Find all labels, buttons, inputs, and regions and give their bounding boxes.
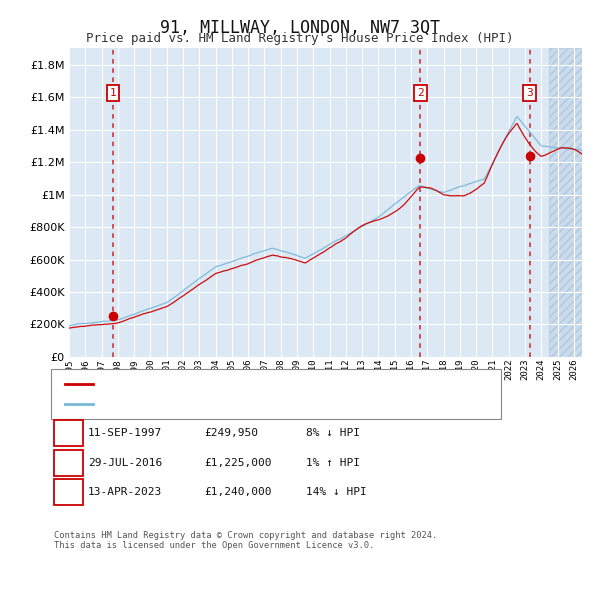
Text: 2: 2	[417, 88, 424, 98]
Text: Price paid vs. HM Land Registry's House Price Index (HPI): Price paid vs. HM Land Registry's House …	[86, 32, 514, 45]
Text: 1: 1	[110, 88, 116, 98]
Text: £249,950: £249,950	[204, 428, 258, 438]
Text: 11-SEP-1997: 11-SEP-1997	[88, 428, 163, 438]
Text: 91, MILLWAY, LONDON, NW7 3QT (detached house): 91, MILLWAY, LONDON, NW7 3QT (detached h…	[99, 379, 380, 389]
Bar	[550, 48, 582, 357]
Text: 14% ↓ HPI: 14% ↓ HPI	[306, 487, 367, 497]
Text: 1% ↑ HPI: 1% ↑ HPI	[306, 458, 360, 467]
Text: 3: 3	[65, 487, 72, 497]
Text: 29-JUL-2016: 29-JUL-2016	[88, 458, 163, 467]
Text: 13-APR-2023: 13-APR-2023	[88, 487, 163, 497]
Text: 3: 3	[526, 88, 533, 98]
Text: 91, MILLWAY, LONDON, NW7 3QT: 91, MILLWAY, LONDON, NW7 3QT	[160, 19, 440, 37]
Text: Contains HM Land Registry data © Crown copyright and database right 2024.
This d: Contains HM Land Registry data © Crown c…	[54, 531, 437, 550]
Text: £1,240,000: £1,240,000	[204, 487, 271, 497]
Text: 2: 2	[65, 458, 72, 467]
Text: 8% ↓ HPI: 8% ↓ HPI	[306, 428, 360, 438]
Text: 1: 1	[65, 428, 72, 438]
Text: HPI: Average price, detached house, Barnet: HPI: Average price, detached house, Barn…	[99, 399, 361, 408]
Text: £1,225,000: £1,225,000	[204, 458, 271, 467]
